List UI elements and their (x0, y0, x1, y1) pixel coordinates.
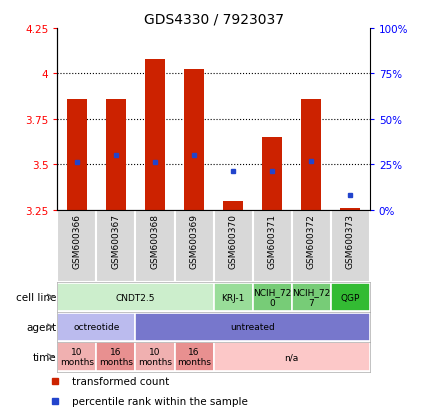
Bar (136, 210, 175, 282)
Bar (96, 210, 136, 282)
Text: GSM600373: GSM600373 (346, 214, 355, 269)
Bar (213, 210, 252, 282)
Title: GDS4330 / 7923037: GDS4330 / 7923037 (144, 12, 283, 26)
Text: n/a: n/a (284, 352, 299, 361)
Bar (331, 283, 370, 312)
Text: GSM600371: GSM600371 (268, 214, 277, 269)
Bar (331, 210, 370, 282)
Text: 16
months: 16 months (177, 347, 211, 366)
Bar (106, 100, 126, 210)
Bar (292, 210, 331, 282)
Text: percentile rank within the sample: percentile rank within the sample (72, 396, 248, 406)
Text: NCIH_72
7: NCIH_72 7 (292, 288, 330, 307)
Bar (175, 210, 213, 282)
Text: CNDT2.5: CNDT2.5 (116, 293, 155, 302)
Text: GSM600367: GSM600367 (111, 214, 120, 269)
Bar (213, 283, 252, 312)
Bar (301, 100, 321, 210)
Bar (184, 70, 204, 210)
Bar (136, 313, 370, 342)
Bar (57, 313, 136, 342)
Text: GSM600372: GSM600372 (307, 214, 316, 268)
Text: 10
months: 10 months (138, 347, 172, 366)
Bar (57, 342, 96, 371)
Text: time: time (33, 352, 57, 362)
Text: 16
months: 16 months (99, 347, 133, 366)
Text: GSM600370: GSM600370 (229, 214, 238, 269)
Bar (252, 210, 292, 282)
Text: 10
months: 10 months (60, 347, 94, 366)
Bar (213, 342, 370, 371)
Bar (292, 283, 331, 312)
Bar (57, 210, 96, 282)
Bar (96, 342, 136, 371)
Bar (175, 342, 213, 371)
Text: KRJ-1: KRJ-1 (221, 293, 245, 302)
Text: transformed count: transformed count (72, 376, 170, 386)
Text: GSM600366: GSM600366 (72, 214, 82, 269)
Bar (145, 59, 165, 210)
Bar (252, 283, 292, 312)
Text: GSM600369: GSM600369 (190, 214, 198, 269)
Bar (57, 283, 213, 312)
Text: QGP: QGP (340, 293, 360, 302)
Bar (223, 201, 243, 210)
Text: octreotide: octreotide (73, 323, 119, 332)
Bar (136, 342, 175, 371)
Text: cell line: cell line (16, 292, 57, 302)
Bar (262, 138, 282, 210)
Bar (340, 209, 360, 210)
Text: GSM600368: GSM600368 (150, 214, 159, 269)
Text: NCIH_72
0: NCIH_72 0 (253, 288, 291, 307)
Text: agent: agent (26, 322, 57, 332)
Bar (67, 100, 87, 210)
Text: untreated: untreated (230, 323, 275, 332)
